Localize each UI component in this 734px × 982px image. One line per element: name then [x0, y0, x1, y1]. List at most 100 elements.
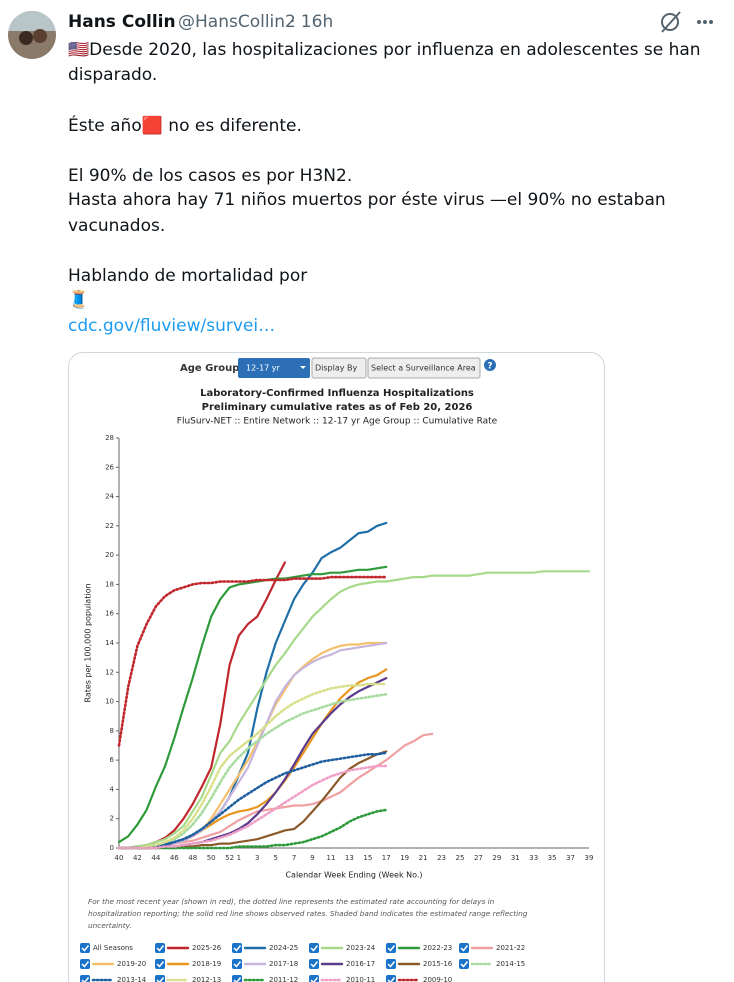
legend-item[interactable]: 2021-22: [459, 943, 525, 953]
x-tick-label: 19: [400, 854, 409, 862]
series-line: [117, 764, 388, 850]
x-tick-label: 13: [345, 854, 354, 862]
legend-item[interactable]: 2017-18: [232, 959, 298, 969]
x-tick-label: 46: [170, 854, 179, 862]
y-tick-label: 6: [110, 756, 115, 764]
checkbox: [80, 959, 90, 969]
legend-label: 2012-13: [192, 976, 221, 982]
checkmark: [81, 945, 90, 952]
y-tick-label: 24: [105, 493, 114, 501]
legend-item[interactable]: 2011-12: [232, 975, 298, 982]
checkmark: [460, 961, 469, 968]
x-tick-label: 11: [326, 854, 335, 862]
display-text: Display By: [315, 364, 358, 373]
age-dropdown[interactable]: 12-17 yr: [238, 358, 310, 378]
footnote: uncertainty.: [88, 921, 132, 930]
checkmark: [233, 961, 242, 968]
x-tick-label: 1: [237, 854, 241, 862]
checkbox: [155, 959, 165, 969]
tweet-line: Hablando de mortalidad por: [68, 266, 307, 286]
legend-label: 2022-23: [423, 944, 452, 952]
checkmark: [81, 961, 90, 968]
x-tick-label: 42: [133, 854, 142, 862]
legend-label: 2010-11: [346, 976, 375, 982]
series-line: [117, 575, 388, 747]
legend-item[interactable]: 2009-10: [386, 975, 452, 982]
y-tick-label: 18: [105, 580, 114, 588]
x-tick-label: 50: [207, 854, 216, 862]
x-tick-label: 7: [292, 854, 296, 862]
checkbox: [232, 959, 242, 969]
legend-item[interactable]: All Seasons: [80, 943, 133, 953]
timestamp[interactable]: · 16h: [290, 12, 333, 32]
display-dropdown[interactable]: Display By: [311, 357, 367, 379]
legend-item[interactable]: 2013-14: [80, 975, 147, 982]
legend-item[interactable]: 2015-16: [386, 959, 453, 969]
x-tick-label: 3: [255, 854, 259, 862]
checkbox: [386, 943, 396, 953]
checkbox: [309, 959, 319, 969]
legend-item[interactable]: 2019-20: [80, 959, 146, 969]
footnote: hospitalization reporting; the solid red…: [88, 909, 528, 918]
legend-item[interactable]: 2025-26: [155, 943, 222, 953]
checkmark: [460, 945, 469, 952]
legend-item[interactable]: 2023-24: [309, 943, 376, 953]
x-tick-label: 48: [188, 854, 197, 862]
x-tick-label: 9: [310, 854, 314, 862]
link[interactable]: cdc.gov/fluview/survei…: [68, 316, 275, 336]
legend-item[interactable]: 2010-11: [309, 975, 375, 982]
grok-icon[interactable]: [661, 11, 681, 33]
checkmark: [156, 945, 165, 952]
legend-item[interactable]: 2016-17: [309, 959, 375, 969]
checkmark: [233, 945, 242, 952]
tweet-line: 🧵: [68, 289, 89, 310]
legend-label: All Seasons: [93, 944, 133, 952]
legend-item[interactable]: 2022-23: [386, 943, 452, 953]
legend-label: 2016-17: [346, 960, 375, 968]
y-tick-label: 16: [105, 610, 114, 618]
legend-label: 2019-20: [117, 960, 146, 968]
checkbox: [386, 959, 396, 969]
checkbox: [155, 943, 165, 953]
help-icon[interactable]: ?: [484, 359, 496, 372]
y-tick-label: 10: [105, 698, 114, 706]
chart-title: Laboratory-Confirmed Influenza Hospitali…: [200, 388, 474, 399]
legend-label: 2018-19: [192, 960, 221, 968]
author-handle[interactable]: @HansCollin2: [178, 12, 296, 32]
media-card[interactable]: [68, 352, 605, 982]
tweet-line: Hasta ahora hay 71 niños muertos por ést…: [68, 190, 666, 210]
legend-item[interactable]: 2012-13: [155, 975, 221, 982]
area-dropdown[interactable]: Select a Surveillance Area: [367, 357, 481, 379]
author-name[interactable]: Hans Collin: [68, 12, 176, 32]
checkmark: [233, 977, 242, 982]
legend-label: 2024-25: [269, 944, 298, 952]
legend-item[interactable]: 2014-15: [459, 959, 525, 969]
x-tick-label: 21: [419, 854, 428, 862]
checkmark: [310, 977, 319, 982]
tweet-line: vacunados.: [68, 216, 165, 236]
avatar[interactable]: [8, 11, 56, 59]
x-tick-label: 25: [456, 854, 465, 862]
y-tick-label: 8: [110, 727, 114, 735]
x-tick-label: 5: [273, 854, 277, 862]
legend-label: 2021-22: [496, 944, 525, 952]
checkmark: [310, 961, 319, 968]
chart-subtitle-2: FluSurv-NET :: Entire Network :: 12-17 y…: [177, 417, 498, 427]
legend-item[interactable]: 2024-25: [232, 943, 298, 953]
y-tick-label: 4: [110, 785, 115, 793]
checkbox: [80, 943, 90, 953]
y-tick-label: 22: [105, 522, 114, 530]
x-tick-label: 39: [585, 854, 594, 862]
checkbox: [459, 943, 469, 953]
y-tick-label: 14: [105, 639, 114, 647]
tweet-line: disparado.: [68, 65, 157, 85]
y-tick-label: 20: [105, 551, 114, 559]
legend-item[interactable]: 2018-19: [155, 959, 221, 969]
x-tick-label: 52: [225, 854, 234, 862]
area-text: Select a Surveillance Area: [371, 364, 476, 373]
x-tick-label: 40: [115, 854, 124, 862]
x-tick-label: 31: [511, 854, 520, 862]
help-text: ?: [487, 362, 492, 372]
more-icon[interactable]: [697, 20, 713, 24]
